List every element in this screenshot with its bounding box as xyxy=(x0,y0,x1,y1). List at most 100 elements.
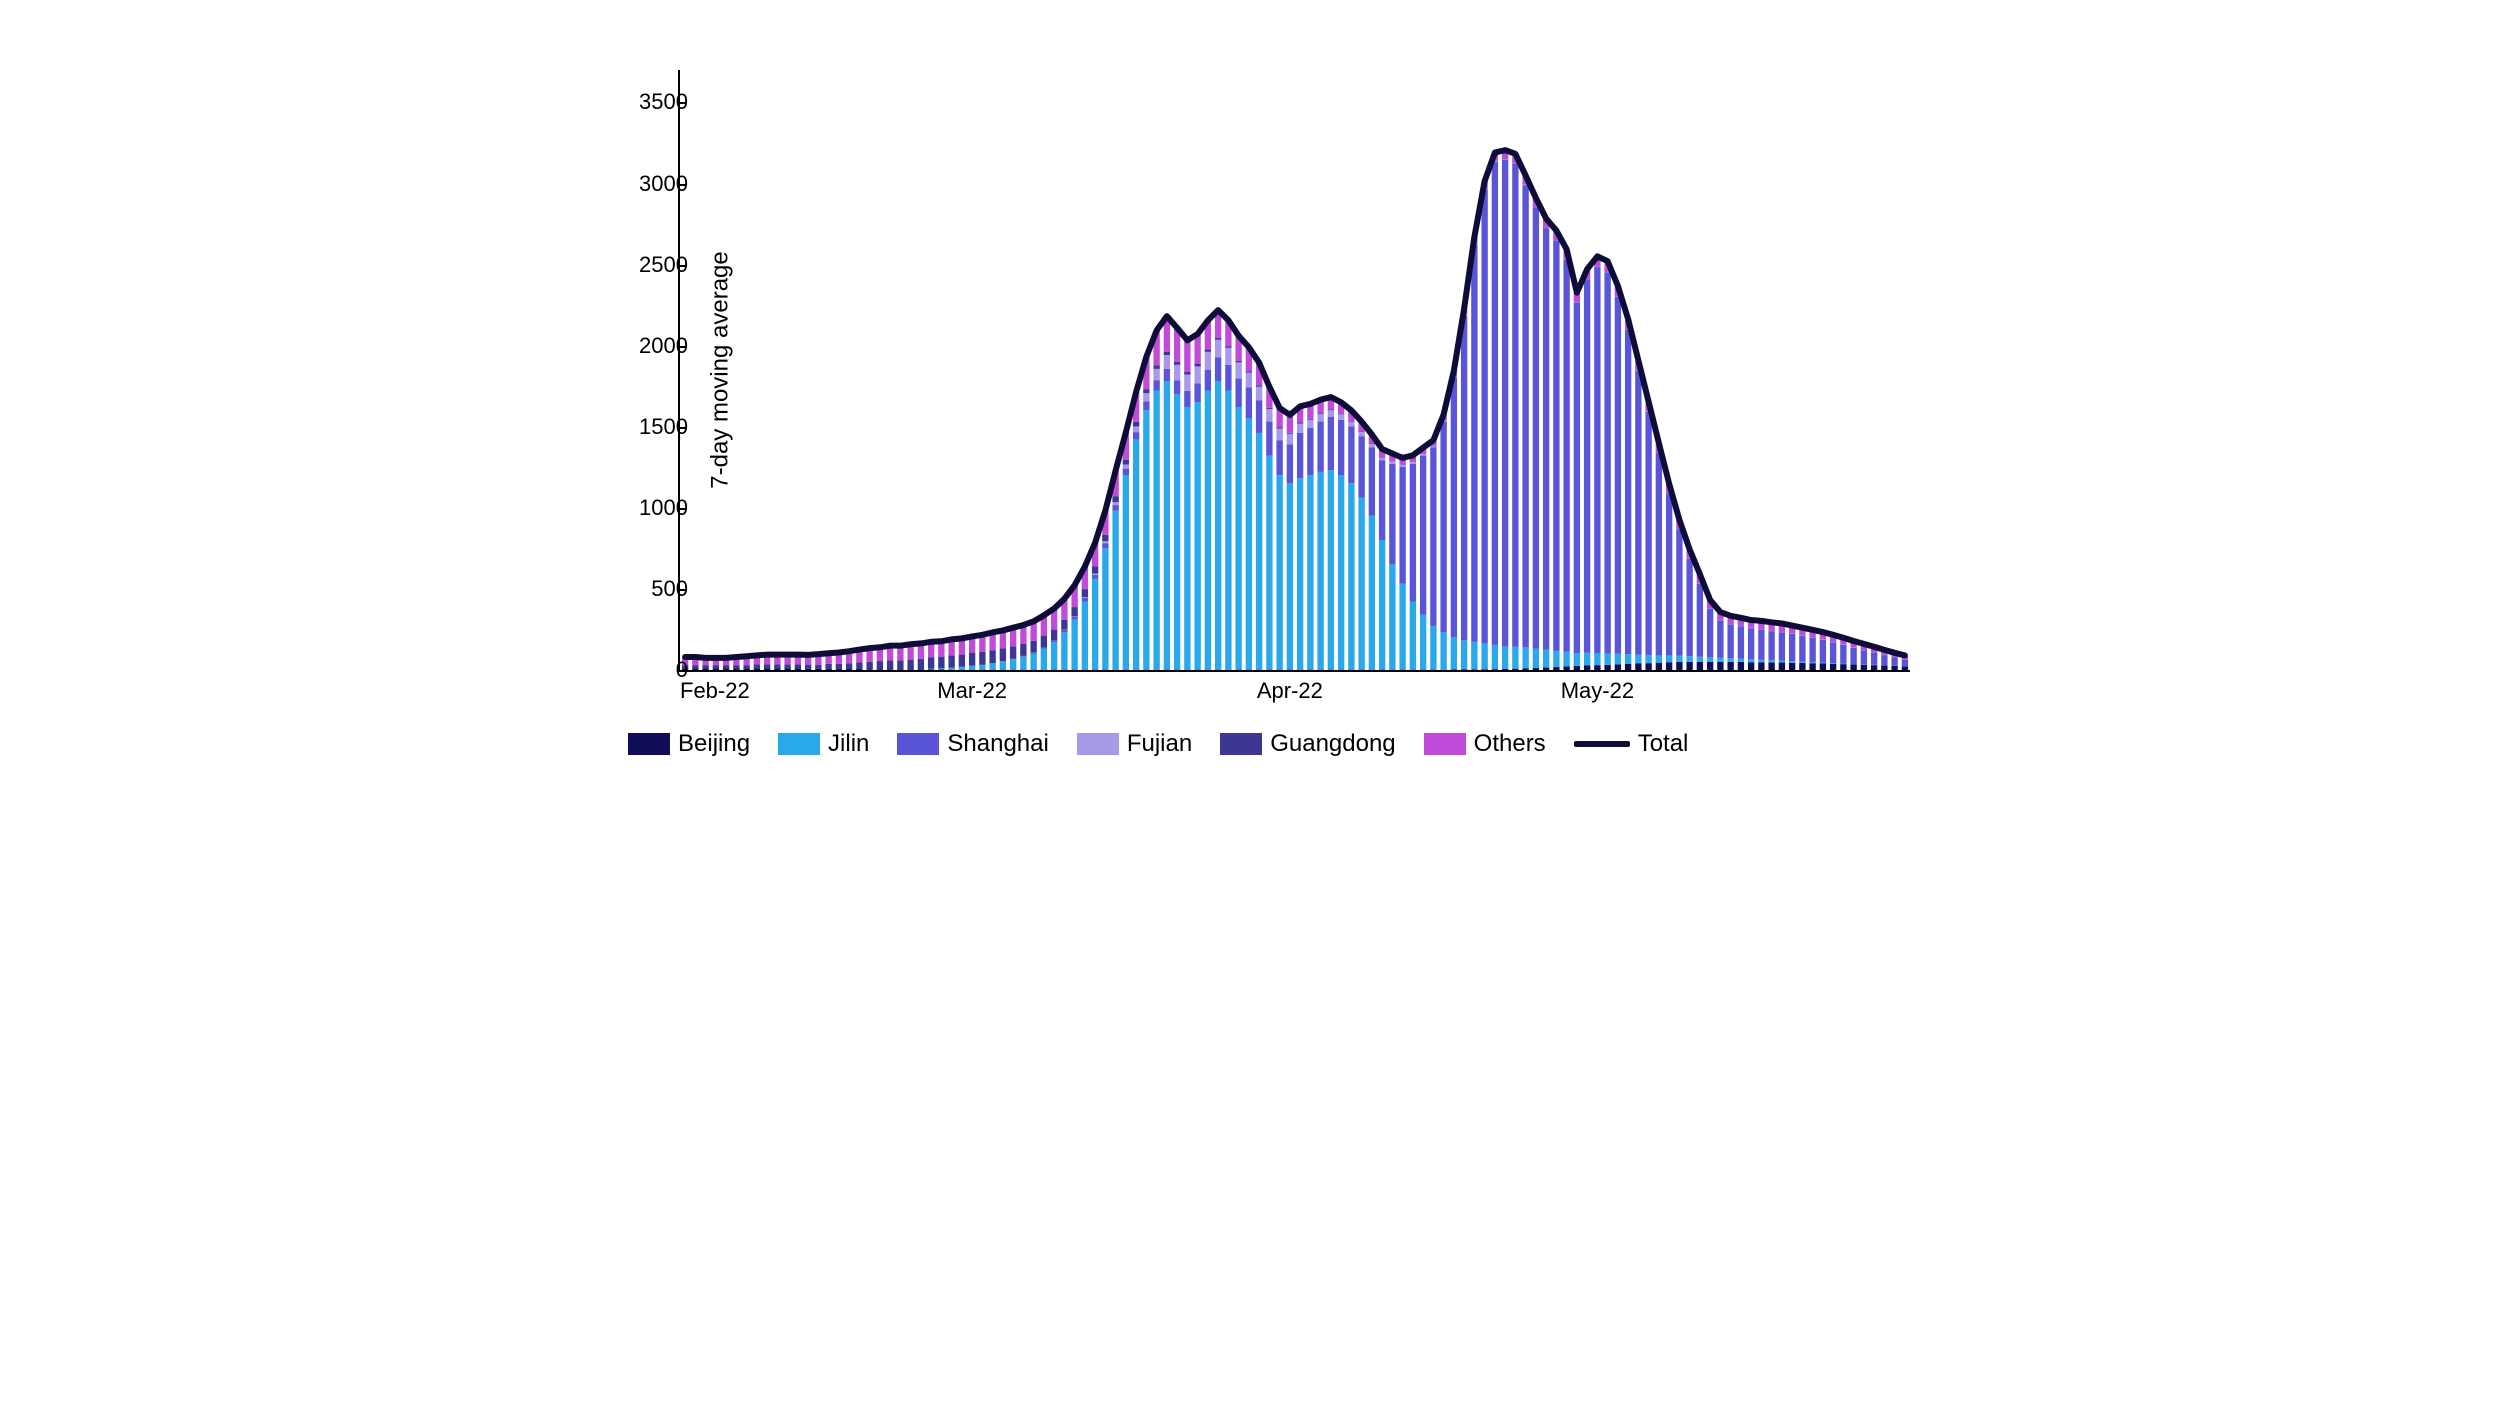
bar-segment-guangdong xyxy=(1092,566,1098,573)
bar-segment-shanghai xyxy=(1174,380,1180,394)
bar-segment-guangdong xyxy=(733,665,739,668)
bar-segment-guangdong xyxy=(948,656,954,668)
bar-segment-guangdong xyxy=(1215,338,1221,340)
total-line xyxy=(685,150,1905,658)
bar-segment-fujian xyxy=(1215,340,1221,358)
bar-segment-jilin xyxy=(1082,602,1088,670)
bar-segment-beijing xyxy=(743,668,749,670)
y-tick-label: 1000 xyxy=(639,495,688,521)
bar-segment-beijing xyxy=(877,669,883,670)
bar-segment-guangdong xyxy=(989,650,995,663)
bar-segment-guangdong xyxy=(764,664,770,668)
bar-segment-jilin xyxy=(1030,653,1036,669)
bar-segment-beijing xyxy=(825,669,831,670)
x-tick-label: Apr-22 xyxy=(1257,678,1323,704)
bar-segment-beijing xyxy=(1727,662,1733,670)
bar-segment-guangdong xyxy=(1317,413,1323,414)
bar-segment-jilin xyxy=(1574,653,1580,666)
bar-segment-guangdong xyxy=(754,664,760,668)
bar-segment-guangdong xyxy=(1266,408,1272,409)
bar-segment-shanghai xyxy=(1164,369,1170,381)
bar-segment-fujian xyxy=(1297,424,1303,433)
legend-item-jilin: Jilin xyxy=(778,730,869,758)
bar-segment-guangdong xyxy=(692,665,698,668)
bar-segment-jilin xyxy=(1184,407,1190,670)
bar-segment-beijing xyxy=(1717,662,1723,670)
bar-segment-shanghai xyxy=(1768,631,1774,660)
bar-segment-shanghai xyxy=(1112,505,1118,511)
bar-segment-beijing xyxy=(815,669,821,670)
bar-segment-beijing xyxy=(907,669,913,670)
bar-segment-beijing xyxy=(1481,669,1487,670)
bar-segment-jilin xyxy=(1338,475,1344,670)
bar-segment-guangdong xyxy=(1338,414,1344,415)
bar-segment-jilin xyxy=(1830,663,1836,664)
bar-segment-jilin xyxy=(1512,647,1518,669)
bar-segment-fujian xyxy=(1225,348,1231,365)
bar-segment-jilin xyxy=(1041,649,1047,670)
bar-segment-guangdong xyxy=(805,665,811,669)
bar-segment-shanghai xyxy=(1891,658,1897,666)
bar-segment-beijing xyxy=(1768,663,1774,670)
y-tick-label: 3000 xyxy=(639,171,688,197)
bar-segment-beijing xyxy=(1799,663,1805,670)
bar-segment-fujian xyxy=(1153,369,1159,380)
bar-segment-beijing xyxy=(1635,664,1641,670)
bar-segment-fujian xyxy=(1369,444,1375,448)
bar-segment-guangdong xyxy=(1123,460,1129,465)
bar-segment-shanghai xyxy=(1071,616,1077,619)
bar-segment-shanghai xyxy=(1635,371,1641,655)
bar-segment-guangdong xyxy=(1194,364,1200,366)
bar-segment-shanghai xyxy=(1389,464,1395,565)
bar-segment-fujian xyxy=(1338,414,1344,420)
bar-segment-jilin xyxy=(1809,662,1815,663)
bar-segment-jilin xyxy=(1215,381,1221,670)
bar-segment-guangdong xyxy=(856,663,862,669)
bar-segment-jilin xyxy=(959,667,965,670)
bar-segment-beijing xyxy=(692,668,698,670)
bar-segment-jilin xyxy=(1604,653,1610,664)
bar-segment-beijing xyxy=(856,669,862,670)
bar-segment-jilin xyxy=(1440,632,1446,669)
bar-segment-shanghai xyxy=(1020,656,1026,657)
legend-swatch xyxy=(897,733,939,755)
bar-segment-jilin xyxy=(1225,391,1231,670)
bar-segment-jilin xyxy=(1061,632,1067,669)
bar-segment-shanghai xyxy=(1369,448,1375,516)
bar-segment-others xyxy=(1184,340,1190,372)
bar-segment-shanghai xyxy=(1451,378,1457,637)
bar-segment-jilin xyxy=(1389,564,1395,669)
bar-segment-jilin xyxy=(1256,433,1262,670)
bar-segment-shanghai xyxy=(1902,660,1908,666)
x-tick-label: Mar-22 xyxy=(937,678,1007,704)
bar-segment-jilin xyxy=(1615,654,1621,665)
legend-item-fujian: Fujian xyxy=(1077,730,1192,758)
bar-segment-jilin xyxy=(1471,642,1477,670)
bar-segment-beijing xyxy=(1891,666,1897,670)
bar-segment-guangdong xyxy=(1071,607,1077,616)
bar-segment-beijing xyxy=(1758,662,1764,670)
legend-item-beijing: Beijing xyxy=(628,730,750,758)
bar-segment-jilin xyxy=(1399,584,1405,670)
bar-segment-jilin xyxy=(1164,381,1170,670)
bar-segment-shanghai xyxy=(1358,436,1364,498)
bar-segment-jilin xyxy=(1297,478,1303,669)
bar-segment-shanghai xyxy=(1789,634,1795,661)
bar-segment-beijing xyxy=(1748,662,1754,670)
bar-segment-beijing xyxy=(897,669,903,670)
bar-segment-beijing xyxy=(723,668,729,670)
bar-segment-shanghai xyxy=(1430,448,1436,626)
bar-segment-jilin xyxy=(1143,410,1149,669)
bar-segment-beijing xyxy=(784,668,790,670)
bar-segment-guangdong xyxy=(969,653,975,666)
bar-segment-beijing xyxy=(702,668,708,670)
bar-segment-beijing xyxy=(1574,666,1580,670)
bar-segment-guangdong xyxy=(1205,350,1211,352)
bar-segment-jilin xyxy=(1358,498,1364,670)
bar-segment-jilin xyxy=(1420,615,1426,670)
bar-segment-jilin xyxy=(1153,391,1159,670)
bar-segment-jilin xyxy=(1758,660,1764,663)
bar-segment-shanghai xyxy=(1010,658,1016,659)
bar-segment-fujian xyxy=(1205,352,1211,370)
bar-segment-shanghai xyxy=(1574,303,1580,653)
